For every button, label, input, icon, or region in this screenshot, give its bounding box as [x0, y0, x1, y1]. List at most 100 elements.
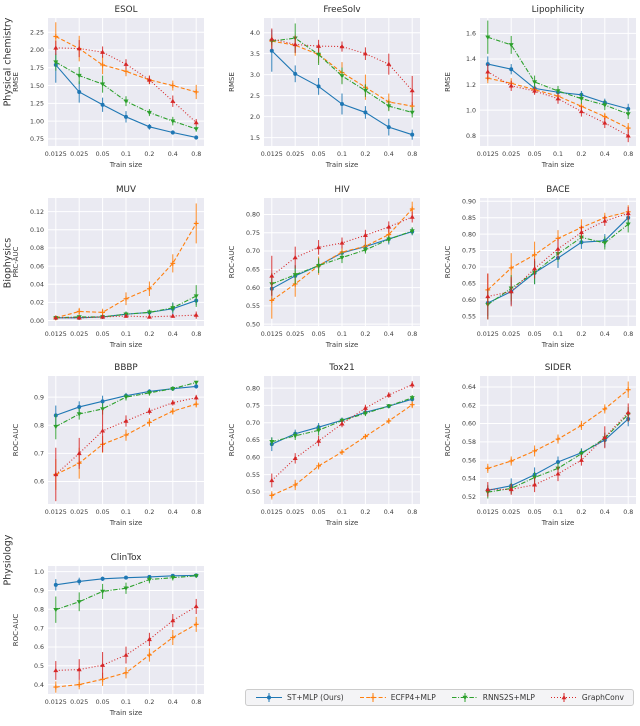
legend-label-st-mlp: ST+MLP (Ours) [287, 693, 344, 702]
svg-text:0.6: 0.6 [34, 479, 44, 486]
svg-text:0.9: 0.9 [34, 394, 44, 401]
svg-text:1.0: 1.0 [34, 569, 44, 576]
svg-text:0.75: 0.75 [246, 403, 260, 410]
svg-text:0.2: 0.2 [576, 151, 586, 158]
svg-text:4.0: 4.0 [250, 30, 260, 37]
svg-text:0.025: 0.025 [70, 151, 88, 158]
svg-text:0.1: 0.1 [337, 509, 347, 516]
svg-text:1.5: 1.5 [250, 135, 260, 142]
svg-text:Train size: Train size [325, 341, 359, 349]
svg-text:0.0125: 0.0125 [45, 331, 67, 338]
svg-text:0.75: 0.75 [30, 136, 44, 143]
svg-text:0.64: 0.64 [462, 384, 476, 391]
svg-text:2.25: 2.25 [30, 29, 44, 36]
chart-esol: 0.75 1.00 1.25 1.50 1.75 2.00 2.25 0.0125 0.025 0… [10, 2, 210, 178]
svg-text:MUV: MUV [116, 185, 136, 195]
svg-text:Lipophilicity: Lipophilicity [532, 5, 585, 15]
svg-text:0.55: 0.55 [246, 472, 260, 479]
svg-text:1.75: 1.75 [30, 65, 44, 72]
svg-text:0.2: 0.2 [144, 151, 154, 158]
svg-text:0.0125: 0.0125 [477, 331, 499, 338]
svg-text:BACE: BACE [546, 185, 570, 195]
svg-text:HIV: HIV [334, 185, 349, 195]
legend-sample-rnns2s-mlp-icon [451, 693, 478, 702]
svg-text:0.2: 0.2 [576, 509, 586, 516]
chart-muv: 0.00 0.02 0.04 0.06 0.08 0.10 0.12 0.0125 0.025 0… [10, 182, 210, 358]
svg-text:Tox21: Tox21 [328, 363, 354, 373]
svg-text:0.4: 0.4 [168, 151, 178, 158]
svg-text:1.25: 1.25 [30, 101, 44, 108]
svg-text:0.8: 0.8 [34, 422, 44, 429]
svg-text:0.0125: 0.0125 [45, 699, 67, 706]
chart-tox21: 0.50 0.55 0.60 0.65 0.70 0.75 0.80 0.0125 0.025 0… [226, 360, 426, 536]
svg-text:0.00: 0.00 [30, 318, 44, 325]
svg-text:Train size: Train size [541, 519, 575, 527]
svg-text:0.1: 0.1 [553, 509, 563, 516]
svg-text:0.55: 0.55 [246, 303, 260, 310]
legend-sample-st-mlp-icon [256, 693, 282, 702]
svg-text:0.0125: 0.0125 [45, 509, 67, 516]
legend-label-rnns2s-mlp: RNNS2S+MLP [482, 693, 535, 702]
svg-text:0.2: 0.2 [144, 699, 154, 706]
svg-text:1.2: 1.2 [466, 82, 476, 89]
svg-text:0.05: 0.05 [528, 151, 542, 158]
svg-text:0.8: 0.8 [407, 509, 417, 516]
svg-text:ROC-AUC: ROC-AUC [228, 246, 236, 279]
svg-text:ROC-AUC: ROC-AUC [12, 614, 20, 647]
svg-text:ROC-AUC: ROC-AUC [444, 424, 452, 457]
svg-text:ROC-AUC: ROC-AUC [12, 424, 20, 457]
svg-text:0.4: 0.4 [168, 509, 178, 516]
svg-text:1.6: 1.6 [466, 31, 476, 38]
svg-text:ESOL: ESOL [115, 5, 138, 15]
svg-text:1.0: 1.0 [466, 107, 476, 114]
svg-text:0.4: 0.4 [384, 151, 394, 158]
svg-text:1.4: 1.4 [466, 56, 476, 63]
svg-text:0.0125: 0.0125 [261, 331, 283, 338]
svg-text:0.08: 0.08 [30, 245, 44, 252]
svg-text:Train size: Train size [541, 341, 575, 349]
svg-text:0.4: 0.4 [600, 331, 610, 338]
svg-text:0.0125: 0.0125 [477, 509, 499, 516]
svg-text:FreeSolv: FreeSolv [323, 5, 360, 15]
svg-text:0.1: 0.1 [553, 331, 563, 338]
svg-text:0.7: 0.7 [34, 451, 44, 458]
svg-text:0.04: 0.04 [30, 281, 44, 288]
legend-sample-graphconv-icon [550, 693, 577, 702]
svg-text:0.58: 0.58 [462, 439, 476, 446]
svg-text:0.6: 0.6 [34, 644, 44, 651]
svg-text:0.2: 0.2 [144, 509, 154, 516]
chart-bbbp: 0.6 0.7 0.8 0.9 0.0125 0.025 0.05 0.1 0.2 0.4 0.8 T… [10, 360, 210, 536]
svg-text:0.4: 0.4 [34, 682, 44, 689]
svg-text:0.025: 0.025 [70, 509, 88, 516]
svg-text:0.1: 0.1 [121, 331, 131, 338]
chart-clintox: 0.4 0.5 0.6 0.7 0.8 0.9 1.0 0.0125 0.025 0.05 0.1 0… [10, 550, 210, 726]
svg-text:0.025: 0.025 [70, 699, 88, 706]
svg-text:0.05: 0.05 [96, 151, 110, 158]
svg-text:2.0: 2.0 [250, 114, 260, 121]
svg-text:0.60: 0.60 [246, 285, 260, 292]
svg-text:1.50: 1.50 [30, 83, 44, 90]
svg-text:0.65: 0.65 [462, 281, 476, 288]
svg-text:0.02: 0.02 [30, 300, 44, 307]
svg-text:0.1: 0.1 [121, 151, 131, 158]
svg-text:Train size: Train size [109, 519, 143, 527]
svg-text:0.9: 0.9 [34, 588, 44, 595]
svg-text:0.4: 0.4 [168, 699, 178, 706]
svg-text:0.90: 0.90 [462, 198, 476, 205]
svg-text:0.1: 0.1 [121, 509, 131, 516]
svg-text:0.60: 0.60 [246, 454, 260, 461]
svg-text:0.75: 0.75 [246, 230, 260, 237]
svg-text:0.025: 0.025 [286, 509, 304, 516]
svg-text:0.2: 0.2 [144, 331, 154, 338]
svg-text:0.025: 0.025 [70, 331, 88, 338]
svg-text:0.10: 0.10 [30, 227, 44, 234]
svg-text:0.8: 0.8 [623, 331, 633, 338]
svg-text:BBBP: BBBP [114, 363, 137, 373]
svg-text:2.5: 2.5 [250, 93, 260, 100]
svg-text:0.12: 0.12 [30, 209, 44, 216]
svg-text:0.4: 0.4 [600, 151, 610, 158]
svg-text:0.1: 0.1 [337, 151, 347, 158]
svg-text:0.8: 0.8 [623, 151, 633, 158]
legend-item-st-mlp: ST+MLP (Ours) [255, 692, 344, 703]
legend-sample-ecfp4-mlp-icon [359, 693, 386, 702]
